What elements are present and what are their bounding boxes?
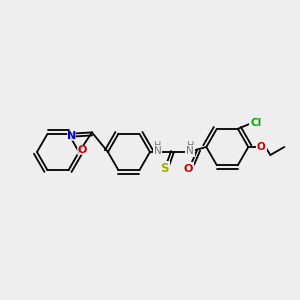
Text: N: N: [187, 146, 194, 156]
Text: O: O: [184, 164, 193, 173]
Text: N: N: [67, 131, 76, 141]
Text: O: O: [257, 142, 266, 152]
Text: S: S: [160, 162, 168, 175]
Text: H: H: [187, 141, 194, 151]
Text: Cl: Cl: [250, 118, 262, 128]
Text: O: O: [77, 145, 87, 155]
Text: N: N: [154, 146, 161, 156]
Text: H: H: [154, 141, 161, 151]
